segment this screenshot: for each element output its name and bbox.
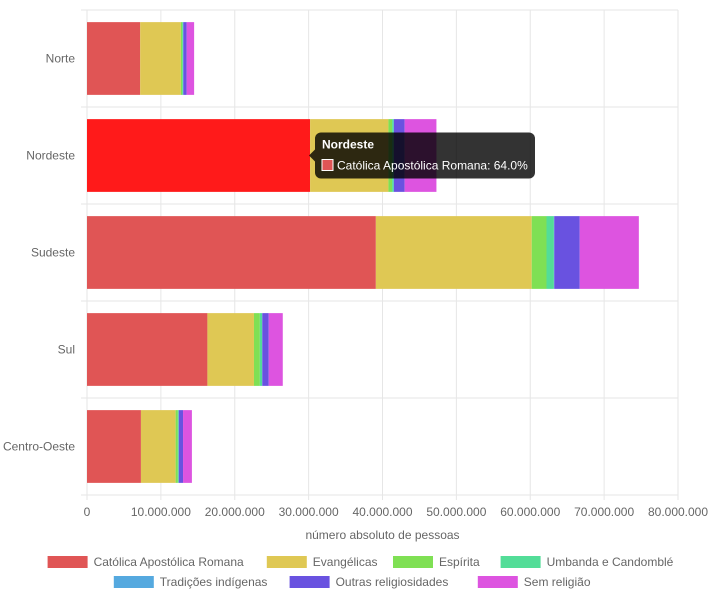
category-label: Norte <box>46 52 76 66</box>
bar-segment[interactable] <box>375 216 532 289</box>
bar-segment[interactable] <box>186 22 195 95</box>
bar-segment[interactable] <box>87 119 311 192</box>
bar-segment[interactable] <box>546 216 554 289</box>
tooltip: Nordeste Católica Apostólica Romana: 64.… <box>309 132 535 179</box>
legend-item[interactable]: Espírita <box>393 555 480 569</box>
category-label: Nordeste <box>26 149 75 163</box>
legend-item[interactable]: Católica Apostólica Romana <box>47 555 244 569</box>
bar-segment[interactable] <box>183 22 187 95</box>
bar-series <box>87 22 639 483</box>
bar-segment[interactable] <box>140 22 181 95</box>
bar-segment[interactable] <box>268 313 283 386</box>
bar-segment[interactable] <box>87 313 208 386</box>
tooltip-label: Católica Apostólica Romana: 64.0% <box>337 159 528 173</box>
tooltip-background <box>315 132 535 179</box>
x-tick-label: 70.000.000 <box>574 505 634 519</box>
x-tick-label: 10.000.000 <box>131 505 191 519</box>
x-tick-label: 0 <box>84 505 91 519</box>
legend-item[interactable]: Umbanda e Candomblé <box>500 555 674 569</box>
bar-segment[interactable] <box>554 216 580 289</box>
legend-swatch <box>477 576 518 588</box>
category-label: Sul <box>58 343 75 357</box>
bar-segment[interactable] <box>207 313 254 386</box>
legend-swatch <box>113 576 154 588</box>
legend-swatch <box>289 576 330 588</box>
legend-swatch <box>393 556 433 568</box>
bar-segment[interactable] <box>87 216 376 289</box>
legend-item[interactable]: Evangélicas <box>266 555 378 569</box>
legend-item[interactable]: Sem religião <box>477 575 591 589</box>
x-tick-labels: 0 10.000.000 20.000.000 30.000.000 40.000.00… <box>84 505 709 519</box>
x-tick-label: 50.000.000 <box>426 505 486 519</box>
bar-segment[interactable] <box>175 410 178 483</box>
legend-label: Outras religiosidades <box>336 575 449 589</box>
legend-label: Espírita <box>439 555 480 569</box>
legend-item[interactable]: Tradições indígenas <box>113 575 268 589</box>
category-label: Sudeste <box>31 246 75 260</box>
bar-segment[interactable] <box>180 22 183 95</box>
tooltip-caret <box>309 149 315 162</box>
x-tick-label: 20.000.000 <box>205 505 265 519</box>
legend-label: Evangélicas <box>313 555 378 569</box>
legend-swatch <box>47 556 88 568</box>
bar-segment[interactable] <box>262 313 269 386</box>
legend-item[interactable]: Outras religiosidades <box>289 575 449 589</box>
x-axis-title: número absoluto de pessoas <box>305 528 459 542</box>
x-tick-label: 30.000.000 <box>279 505 339 519</box>
bar-segment[interactable] <box>259 313 263 386</box>
bar-segment[interactable] <box>140 410 176 483</box>
bar-segment[interactable] <box>87 410 141 483</box>
legend-label: Umbanda e Candomblé <box>547 555 674 569</box>
legend-swatch <box>500 556 541 568</box>
bar-segment[interactable] <box>178 410 184 483</box>
bar-segment[interactable] <box>253 313 260 386</box>
legend: Católica Apostólica Romana Evangélicas Esp… <box>47 555 674 589</box>
legend-swatch <box>266 556 307 568</box>
tooltip-title: Nordeste <box>322 138 374 152</box>
bar-segment[interactable] <box>87 22 141 95</box>
x-tick-label: 40.000.000 <box>352 505 412 519</box>
x-tick-label: 60.000.000 <box>500 505 560 519</box>
bar-segment[interactable] <box>183 410 192 483</box>
tooltip-swatch <box>321 159 334 171</box>
bar-segment[interactable] <box>182 22 184 95</box>
category-labels: Norte Nordeste Sudeste Sul Centro-Oeste <box>3 52 75 454</box>
bar-segment[interactable] <box>531 216 547 289</box>
bar-segment[interactable] <box>177 410 179 483</box>
x-tick-label: 80.000.000 <box>648 505 708 519</box>
legend-label: Tradições indígenas <box>160 575 268 589</box>
legend-label: Sem religião <box>524 575 591 589</box>
bar-segment[interactable] <box>579 216 639 289</box>
legend-label: Católica Apostólica Romana <box>94 555 244 569</box>
category-label: Centro-Oeste <box>3 440 75 454</box>
